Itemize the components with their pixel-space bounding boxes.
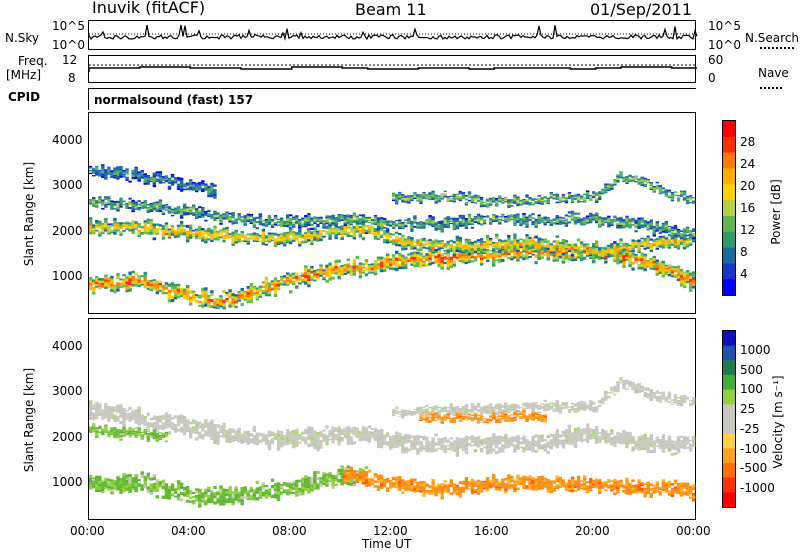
echo-band-0 xyxy=(89,400,696,457)
colorbar-swatch-3 xyxy=(723,375,735,391)
colorbar-tick-2: 100 xyxy=(740,382,763,397)
nave-tick-bottom: 0 xyxy=(708,71,716,85)
xtick-4: 16:00 xyxy=(474,524,509,538)
colorbar-swatch-5 xyxy=(723,200,735,217)
colorbar-swatch-4 xyxy=(723,184,735,201)
colorbar-swatch-7 xyxy=(723,433,735,449)
colorbar-swatch-5 xyxy=(723,404,735,420)
freq-tick-top: 12 xyxy=(62,53,78,67)
colorbar-swatch-7 xyxy=(723,231,735,249)
echo-band-4 xyxy=(89,164,217,199)
noise-trace xyxy=(88,24,698,41)
xtick-2: 08:00 xyxy=(272,524,307,538)
colorbar-tick-5: 8 xyxy=(740,245,748,259)
search-label: N.Search xyxy=(745,31,800,45)
echo-band-1 xyxy=(392,377,696,419)
nave-label: Nave xyxy=(758,66,789,80)
echo-band-1 xyxy=(89,217,696,261)
echo-band-3 xyxy=(343,466,696,502)
colorbar-tick-0: 1000 xyxy=(740,342,771,357)
colorbar-swatch-9 xyxy=(723,463,735,479)
power-colorbar-label: Power [dB] xyxy=(769,179,783,245)
sky-tick-top: 10^5 xyxy=(52,19,85,33)
cpid-label: CPID xyxy=(8,90,41,104)
ytick-3: 4000 xyxy=(52,339,83,354)
colorbar-swatch-3 xyxy=(723,168,735,185)
station-title: Inuvik (fitACF) xyxy=(92,0,206,17)
cpid-value: normalsound (fast) 157 xyxy=(94,93,254,107)
colorbar-swatch-11 xyxy=(723,492,735,508)
echo-band-4 xyxy=(419,409,547,424)
freq-unit-label: [MHz] xyxy=(6,68,42,82)
colorbar-swatch-6 xyxy=(723,419,735,435)
ytick-1: 2000 xyxy=(52,223,83,238)
cpid-panel: normalsound (fast) 157 xyxy=(88,88,696,110)
colorbar-swatch-2 xyxy=(723,152,735,169)
colorbar-swatch-0 xyxy=(723,121,735,138)
colorbar-tick-7: -1000 xyxy=(740,481,775,496)
colorbar-tick-4: -25 xyxy=(740,421,760,436)
colorbar-tick-3: 16 xyxy=(740,201,756,215)
power-heatmap xyxy=(89,164,696,310)
colorbar-tick-0: 28 xyxy=(740,135,756,149)
date-title: 01/Sep/2011 xyxy=(590,0,693,19)
colorbar-tick-4: 12 xyxy=(740,223,756,237)
colorbar-tick-6: 4 xyxy=(740,267,748,281)
echo-band-2 xyxy=(89,196,696,241)
search-tick-top: 10^5 xyxy=(708,19,741,33)
nave-legend-line xyxy=(760,87,782,89)
xtick-5: 20:00 xyxy=(575,524,610,538)
colorbar-tick-2: 20 xyxy=(740,179,756,193)
xtick-0: 00:00 xyxy=(70,524,105,538)
ytick-3: 4000 xyxy=(52,133,83,148)
xtick-1: 04:00 xyxy=(171,524,206,538)
ytick-2: 3000 xyxy=(52,178,83,193)
colorbar-tick-1: 24 xyxy=(740,157,756,171)
echo-band-3 xyxy=(392,171,696,208)
colorbar-swatch-1 xyxy=(723,345,735,361)
colorbar-swatch-6 xyxy=(723,215,735,233)
echo-band-2 xyxy=(89,465,369,508)
colorbar-swatch-10 xyxy=(723,477,735,493)
colorbar-swatch-8 xyxy=(723,247,735,264)
colorbar-tick-1: 500 xyxy=(740,362,763,377)
colorbar-tick-3: 25 xyxy=(740,402,756,417)
xtick-6: 00:00 xyxy=(676,524,711,538)
colorbar-swatch-9 xyxy=(723,263,735,280)
ytick-0: 1000 xyxy=(52,268,83,283)
freq-label: Freq. xyxy=(18,54,48,68)
colorbar-swatch-8 xyxy=(723,448,735,464)
search-legend-line xyxy=(760,47,794,49)
ytick-2: 3000 xyxy=(52,384,83,399)
ytick-1: 2000 xyxy=(52,429,83,444)
beam-title: Beam 11 xyxy=(355,0,427,19)
nave-tick-top: 60 xyxy=(708,53,724,67)
colorbar-swatch-1 xyxy=(723,136,735,154)
colorbar-swatch-10 xyxy=(723,279,735,296)
freq-trace xyxy=(88,64,697,72)
colorbar-swatch-0 xyxy=(723,331,735,347)
search-tick-bottom: 10^0 xyxy=(708,38,741,52)
power-ylabel: Slant Range [km] xyxy=(22,161,36,267)
echo-band-5 xyxy=(89,423,169,443)
xtick-3: 12:00 xyxy=(373,524,408,538)
velocity-xlabel: Time UT xyxy=(362,537,412,551)
sky-label: N.Sky xyxy=(5,31,40,45)
velocity-ylabel: Slant Range [km] xyxy=(22,367,36,473)
velocity-colorbar-label: Velocity [m s⁻¹] xyxy=(771,375,785,469)
velocity-plot xyxy=(88,318,696,520)
sky-tick-bottom: 10^0 xyxy=(52,38,85,52)
power-colorbar xyxy=(722,120,736,296)
velocity-heatmap xyxy=(89,377,696,508)
colorbar-swatch-2 xyxy=(723,360,735,376)
colorbar-swatch-4 xyxy=(723,389,735,405)
colorbar-tick-5: -100 xyxy=(740,441,768,456)
power-plot xyxy=(88,112,696,314)
freq-panel xyxy=(88,55,697,83)
ytick-0: 1000 xyxy=(52,474,83,489)
noise-panel xyxy=(88,20,698,50)
colorbar-tick-6: -500 xyxy=(740,461,768,476)
freq-tick-bottom: 8 xyxy=(68,71,76,85)
velocity-colorbar xyxy=(722,330,736,508)
